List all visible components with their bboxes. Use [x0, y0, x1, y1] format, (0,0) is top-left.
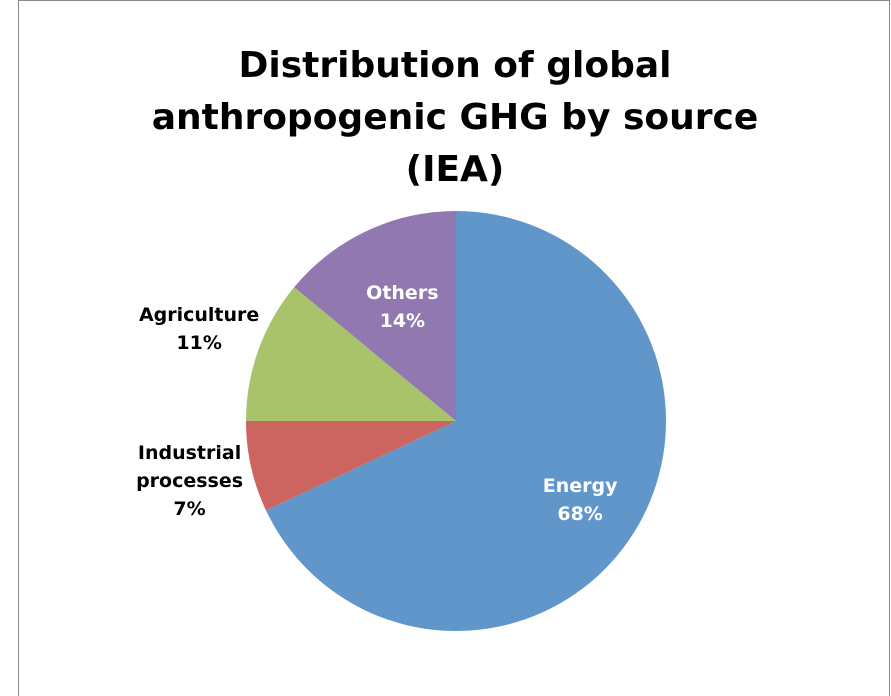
- data-label: Others 14%: [332, 279, 472, 335]
- pie-slice: [246, 287, 456, 421]
- pie-slice: [246, 421, 456, 511]
- slice-value: 14%: [379, 309, 426, 332]
- slice-name: Agriculture: [138, 303, 260, 326]
- data-label: Agriculture 11%: [129, 301, 269, 357]
- chart-title: Distribution of global anthropogenic GHG…: [151, 45, 759, 190]
- slice-value: 7%: [173, 497, 206, 520]
- slice-name: Energy: [542, 474, 618, 497]
- pie-slice: [294, 211, 456, 421]
- data-label: Energy 68%: [510, 472, 650, 528]
- pie-slice: [265, 211, 666, 631]
- data-label: Industrial processes 7%: [120, 439, 260, 523]
- slice-name: Industrial processes: [136, 441, 244, 492]
- slice-value: 68%: [557, 502, 603, 525]
- slice-name: Others: [366, 281, 439, 304]
- slice-value: 11%: [176, 331, 222, 354]
